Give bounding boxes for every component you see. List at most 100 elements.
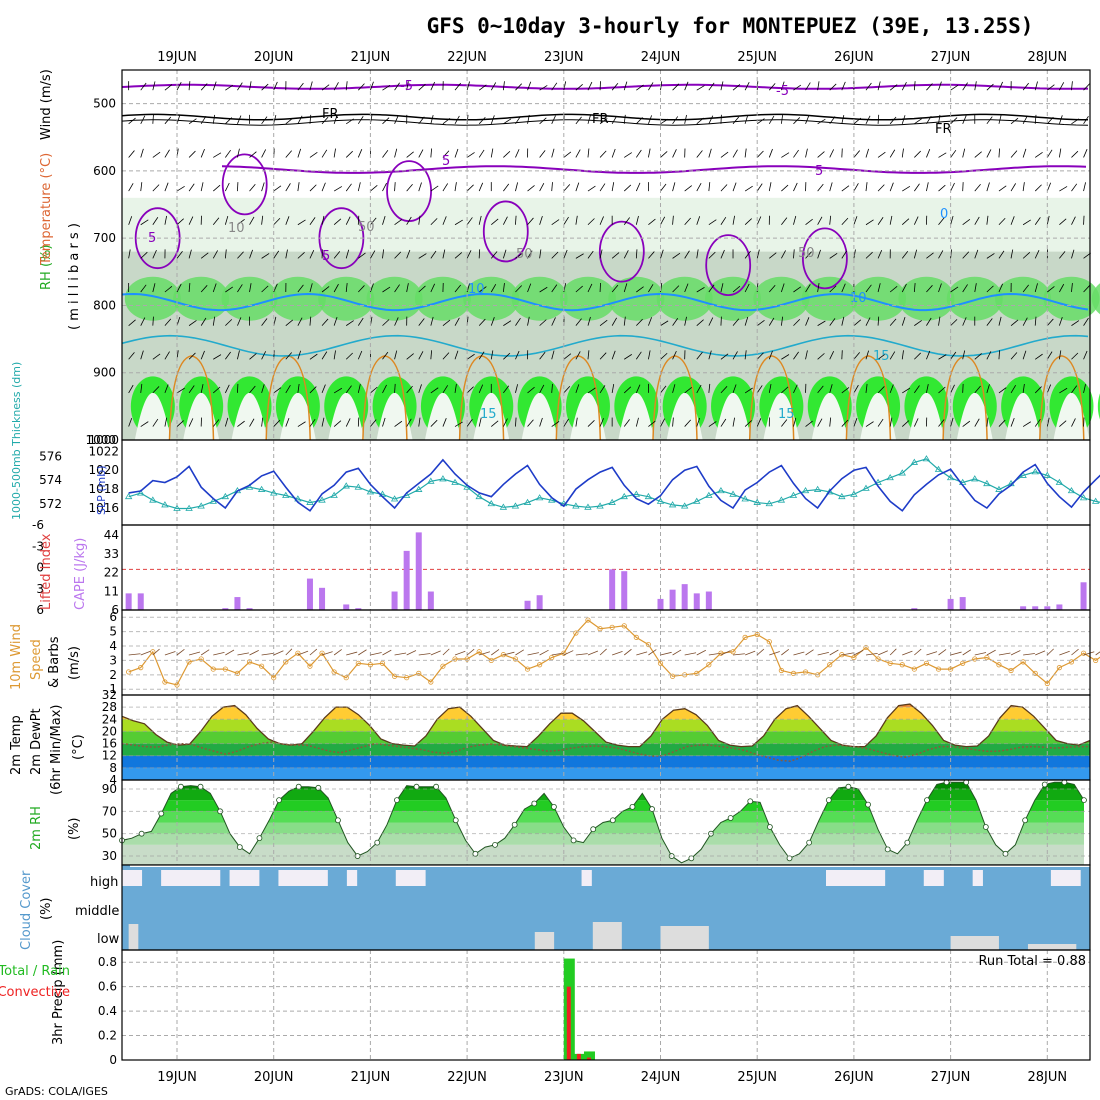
precip-conv-bar bbox=[586, 1057, 591, 1060]
wind-barb bbox=[986, 285, 994, 293]
pressure-tick: 1000 bbox=[85, 433, 116, 447]
wind-barb bbox=[950, 384, 955, 394]
cape-bar bbox=[306, 578, 313, 610]
top-date-label: 26JUN bbox=[834, 50, 874, 65]
wind-barb bbox=[780, 81, 785, 91]
wind-speed-point bbox=[198, 656, 204, 662]
precip-tick: 0.6 bbox=[98, 980, 117, 994]
wind-barb-10m bbox=[1071, 648, 1079, 656]
wind-barb bbox=[237, 251, 244, 259]
wind-barb bbox=[648, 82, 654, 91]
wind-barb bbox=[164, 318, 172, 326]
thickness-point bbox=[282, 491, 290, 498]
wind-barb bbox=[466, 152, 475, 158]
wind-barb bbox=[176, 82, 182, 91]
rh-plume bbox=[811, 392, 848, 440]
thickness-point bbox=[269, 489, 278, 496]
wind-barb bbox=[224, 215, 229, 225]
wind-speed-point bbox=[754, 631, 760, 638]
wind-barb bbox=[1022, 82, 1029, 91]
wind-barb bbox=[744, 283, 750, 293]
wind-barb bbox=[309, 184, 317, 192]
wind-barb bbox=[805, 148, 808, 158]
wind-barb bbox=[744, 420, 752, 427]
wind-barb bbox=[950, 319, 958, 326]
temp-tick: 28 bbox=[102, 700, 117, 714]
wind-barb bbox=[877, 249, 883, 259]
wind-barb bbox=[889, 149, 896, 158]
wind-barb bbox=[1083, 350, 1088, 360]
wind-barb bbox=[224, 384, 230, 394]
rh-blob bbox=[753, 276, 810, 321]
temp-tick: 4 bbox=[109, 773, 117, 787]
wind-barb bbox=[660, 151, 668, 158]
rh-plume bbox=[956, 392, 993, 440]
thickness-point bbox=[306, 498, 314, 505]
temp-contour-5-loop bbox=[482, 200, 529, 263]
wind-barb-10m bbox=[974, 652, 987, 656]
rh-plume bbox=[521, 392, 558, 440]
wind-barb bbox=[732, 149, 738, 158]
wind-barb bbox=[357, 350, 363, 360]
wind-barb bbox=[128, 117, 136, 125]
wind-barb bbox=[224, 182, 230, 192]
wind-barb bbox=[321, 215, 325, 225]
wind-barb bbox=[563, 216, 569, 225]
wind-barb bbox=[684, 185, 693, 192]
wind-barb bbox=[527, 250, 533, 259]
wind-barb bbox=[1083, 149, 1088, 158]
lifted-index-tick: 0 bbox=[36, 561, 44, 575]
wind-barb bbox=[1058, 148, 1062, 158]
wind-barb bbox=[575, 116, 582, 125]
top-date-label: 21JUN bbox=[351, 50, 391, 65]
rh-blob bbox=[463, 276, 520, 321]
wind-barb bbox=[1010, 384, 1017, 394]
wind-speed-point bbox=[827, 662, 833, 668]
dewpoint-line bbox=[121, 741, 1090, 762]
wind-barb-10m bbox=[889, 648, 897, 656]
wind-barb bbox=[648, 251, 655, 259]
wind-barb bbox=[442, 319, 451, 326]
wind-barb bbox=[224, 249, 227, 259]
wind-speed-point bbox=[851, 654, 857, 661]
wind-speed-point bbox=[706, 662, 712, 668]
wind-speed-point bbox=[391, 673, 398, 679]
wind-barb bbox=[333, 387, 343, 394]
wind-barb-10m bbox=[648, 649, 657, 656]
cape-bar bbox=[319, 587, 326, 610]
cape-tick: 44 bbox=[104, 528, 119, 542]
wind-barb bbox=[708, 421, 717, 427]
wind-barb bbox=[889, 286, 898, 293]
rh2m-panel: 90 70 50 30 bbox=[102, 779, 1091, 866]
wind-barb bbox=[914, 320, 922, 326]
wind-barb bbox=[224, 417, 229, 427]
thickness-point bbox=[1043, 471, 1052, 478]
wind-barb bbox=[1071, 352, 1079, 360]
wind-barb bbox=[817, 118, 826, 125]
thickness-point bbox=[161, 501, 169, 508]
wind-speed-point bbox=[887, 660, 893, 666]
wind-barb bbox=[660, 183, 667, 192]
wind-barb bbox=[297, 284, 304, 293]
wind-barb bbox=[237, 284, 243, 293]
thickness-point bbox=[644, 492, 653, 500]
wind-barb bbox=[1046, 182, 1052, 192]
wind-barb bbox=[648, 148, 651, 158]
wind-barb bbox=[551, 182, 553, 192]
wind-barb bbox=[515, 350, 520, 360]
wind-barb bbox=[309, 316, 312, 326]
wind-tick: 1 bbox=[109, 682, 117, 696]
wind-barb bbox=[744, 250, 751, 259]
wind-barb-10m bbox=[454, 650, 466, 656]
wind-barb bbox=[889, 417, 893, 427]
thickness-point bbox=[838, 492, 846, 500]
wind-barb bbox=[563, 249, 568, 259]
wind-barb bbox=[914, 385, 920, 394]
cape-bar bbox=[343, 604, 350, 610]
wind-barb bbox=[140, 383, 143, 393]
low-cloud-bar bbox=[534, 932, 555, 950]
wind-barb bbox=[515, 83, 522, 91]
rh-blob bbox=[898, 276, 955, 321]
wind-barb bbox=[998, 148, 1000, 158]
